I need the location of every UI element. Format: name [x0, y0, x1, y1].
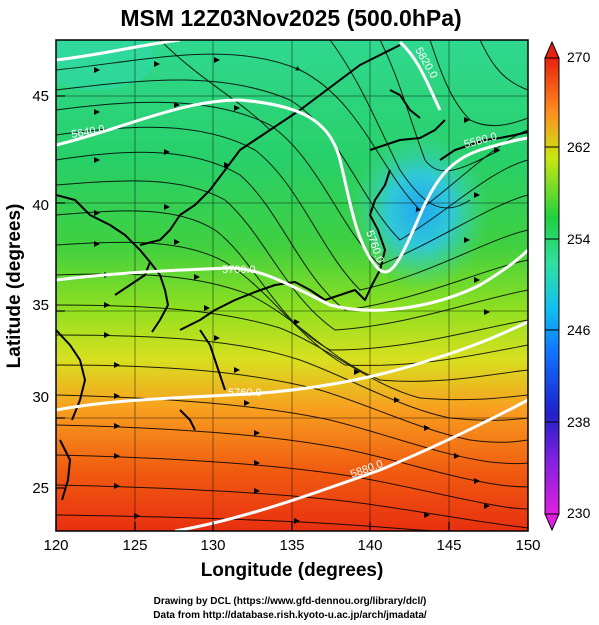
x-axis-label: Longitude (degrees)	[201, 560, 384, 581]
x-tick-label: 130	[200, 537, 225, 554]
x-tick-label: 120	[43, 537, 68, 554]
colorbar-tick: 230	[567, 505, 591, 521]
contour-5880	[174, 398, 528, 531]
coastlines	[56, 44, 528, 501]
colorbar-tick: 246	[567, 322, 591, 338]
plot-area: 5640.0 5580.0 5760.0 5700.0 5820.0 5880.…	[56, 40, 528, 531]
contour-5820	[56, 40, 181, 62]
y-tick-label: 45	[32, 88, 49, 105]
contour-5640	[56, 98, 528, 274]
colorbar-scale	[544, 57, 560, 515]
contour-5760-north	[398, 40, 442, 111]
credits: Drawing by DCL (https://www.gfd-dennou.o…	[153, 596, 427, 621]
height-contours	[56, 40, 528, 531]
x-tick-label: 140	[357, 537, 382, 554]
y-tick-label: 25	[32, 480, 49, 497]
x-tick-label: 145	[436, 537, 461, 554]
colorbar-tick: 254	[567, 231, 591, 247]
contour-5760	[56, 320, 528, 412]
credit-line-1: Drawing by DCL (https://www.gfd-dennou.o…	[154, 596, 427, 607]
contour-label: 5700.0	[222, 264, 256, 276]
colorbar-top-arrow	[544, 40, 560, 59]
x-axis: 120 125 130 135 140 145 150 Longitude (d…	[43, 522, 541, 581]
colorbar: 270 262 254 246 238 230	[544, 40, 591, 532]
contour-5700	[56, 248, 528, 312]
y-tick-label: 35	[32, 297, 49, 314]
y-tick-label: 30	[32, 389, 49, 406]
colorbar-bottom-arrow	[544, 513, 560, 532]
y-axis: 25 30 35 40 45 Latitude (degrees)	[4, 88, 65, 497]
contour-label: 5760.0	[228, 387, 262, 399]
y-tick-label: 40	[32, 197, 49, 214]
x-tick-label: 125	[122, 537, 147, 554]
colorbar-tick: 262	[567, 139, 591, 155]
wind-arrows	[94, 57, 500, 531]
streamlines	[56, 40, 528, 531]
map-title: MSM 12Z03Nov2025 (500.0hPa)	[120, 5, 461, 31]
colorbar-tick: 238	[567, 414, 591, 430]
y-axis-label: Latitude (degrees)	[4, 204, 25, 369]
credit-line-2: Data from http://database.rish.kyoto-u.a…	[153, 610, 427, 621]
x-tick-label: 150	[515, 537, 540, 554]
contour-label: 5640.0	[70, 123, 105, 141]
x-tick-label: 135	[279, 537, 304, 554]
colorbar-tick: 270	[567, 49, 591, 65]
